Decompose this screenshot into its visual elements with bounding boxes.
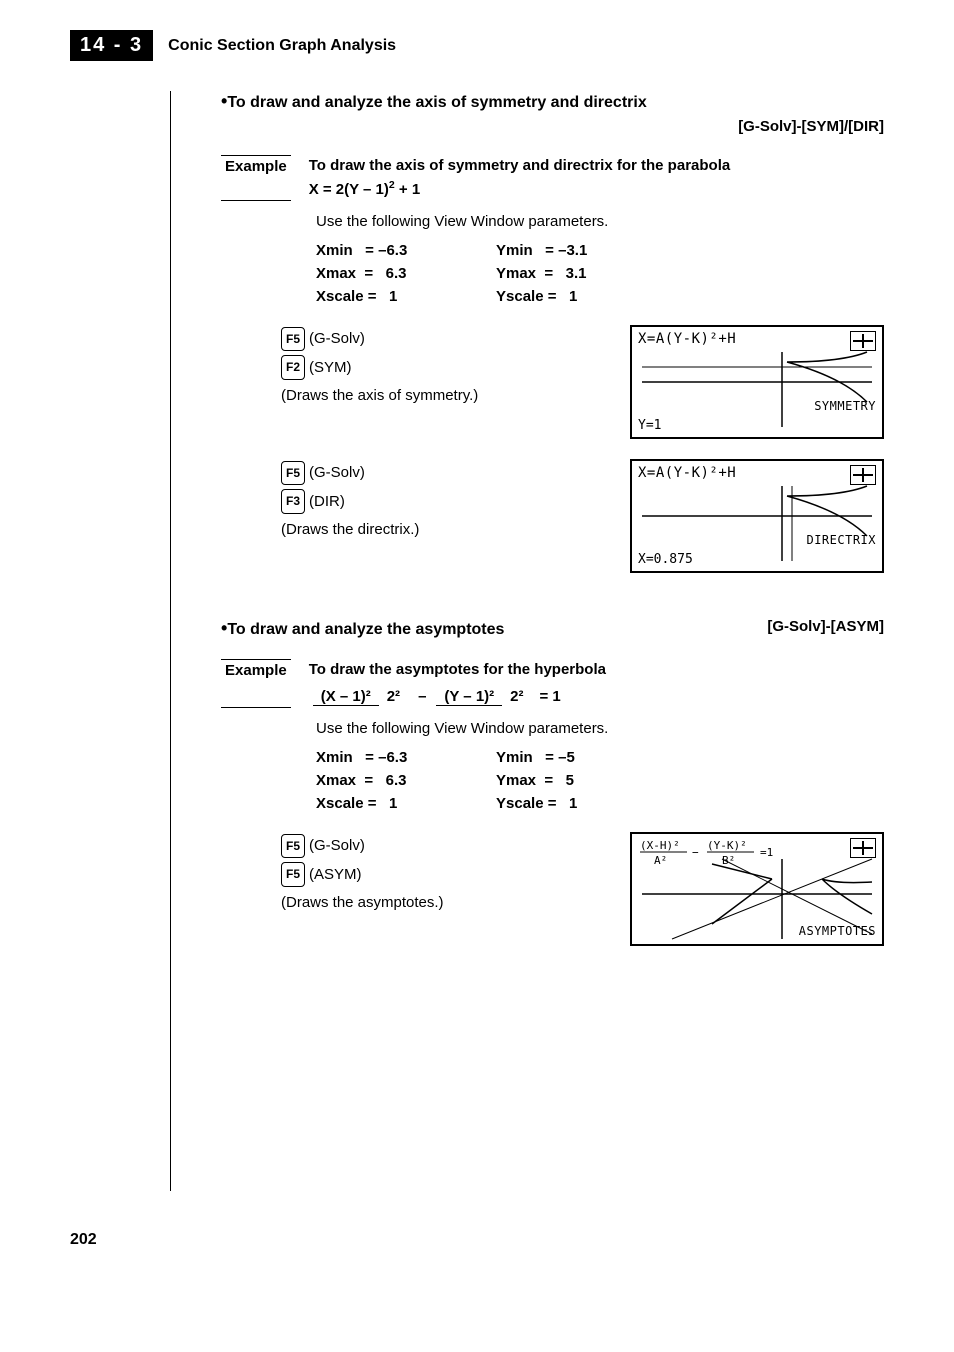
xscale-1: Xscale = 1 [316, 288, 496, 305]
page-header: 14 - 3 Conic Section Graph Analysis [70, 30, 884, 61]
svg-text:(Y-K)²: (Y-K)² [707, 839, 747, 852]
xmax-1: Xmax = 6.3 [316, 265, 496, 282]
yscale-1: Yscale = 1 [496, 288, 676, 305]
section-1-menu-path: [G-Solv]-[SYM]/[DIR] [221, 118, 884, 135]
params-2: Xmin = –6.3 Ymin = –5 Xmax = 6.3 Ymax = … [316, 749, 884, 812]
use-text-2: Use the following View Window parameters… [316, 720, 884, 737]
symmetry-graph [632, 327, 882, 437]
example-1-equation: X = 2(Y – 1)2 + 1 [309, 181, 420, 198]
f5-key: F5 [281, 862, 305, 887]
svg-text:A²: A² [654, 854, 667, 867]
step-1-2-desc: (Draws the directrix.) [281, 521, 419, 538]
screen-directrix: X=A(Y-K)²+H DIRECTRIX X=0.875 [630, 459, 884, 573]
screen-symmetry: X=A(Y-K)²+H SYMMETRY Y=1 [630, 325, 884, 439]
example-label: Example [221, 155, 291, 201]
f3-key: F3 [281, 489, 305, 514]
example-label: Example [221, 659, 291, 708]
ymin-1: Ymin = –3.1 [496, 242, 676, 259]
step-2-1: F5(G-Solv) F5(ASYM) (Draws the asymptote… [281, 832, 884, 946]
step-1-2: F5(G-Solv) F3(DIR) (Draws the directrix.… [281, 459, 884, 573]
xmin-1: Xmin = –6.3 [316, 242, 496, 259]
xmin-2: Xmin = –6.3 [316, 749, 496, 766]
step-1-1: F5(G-Solv) F2(SYM) (Draws the axis of sy… [281, 325, 884, 439]
example-2-line1: To draw the asymptotes for the hyperbola [309, 661, 606, 678]
xscale-2: Xscale = 1 [316, 795, 496, 812]
svg-text:=1: =1 [760, 846, 773, 859]
svg-text:(X-H)²: (X-H)² [640, 839, 680, 852]
ymax-1: Ymax = 3.1 [496, 265, 676, 282]
xmax-2: Xmax = 6.3 [316, 772, 496, 789]
use-text-1: Use the following View Window parameters… [316, 213, 884, 230]
example-2-block: Example To draw the asymptotes for the h… [221, 659, 884, 708]
section-1-heading: •To draw and analyze the axis of symmetr… [221, 91, 884, 112]
example-1-line1: To draw the axis of symmetry and directr… [309, 157, 731, 174]
chapter-title: Conic Section Graph Analysis [168, 37, 396, 55]
section-2-menu-path: [G-Solv]-[ASYM] [767, 618, 884, 635]
f5-key: F5 [281, 834, 305, 859]
section-2-title: To draw and analyze the asymptotes [227, 621, 504, 638]
screen-asymptotes: (X-H)² A² − (Y-K)² B² =1 ASYMPTOTES [630, 832, 884, 946]
section-2-heading: •To draw and analyze the asymptotes [G-S… [221, 618, 884, 639]
f2-key: F2 [281, 355, 305, 380]
chapter-number-box: 14 - 3 [70, 30, 153, 61]
ymax-2: Ymax = 5 [496, 772, 676, 789]
example-1-block: Example To draw the axis of symmetry and… [221, 155, 884, 201]
ymin-2: Ymin = –5 [496, 749, 676, 766]
params-1: Xmin = –6.3 Ymin = –3.1 Xmax = 6.3 Ymax … [316, 242, 884, 305]
example-2-equation: (X – 1)²2² – (Y – 1)²2² = 1 [309, 686, 561, 709]
main-content: •To draw and analyze the axis of symmetr… [170, 91, 884, 1191]
f5-key: F5 [281, 461, 305, 486]
yscale-2: Yscale = 1 [496, 795, 676, 812]
f5-key: F5 [281, 327, 305, 352]
page-number: 202 [70, 1231, 884, 1249]
step-1-1-desc: (Draws the axis of symmetry.) [281, 387, 478, 404]
svg-text:−: − [692, 846, 699, 859]
section-1-title: To draw and analyze the axis of symmetry… [227, 94, 646, 111]
step-2-1-desc: (Draws the asymptotes.) [281, 894, 444, 911]
